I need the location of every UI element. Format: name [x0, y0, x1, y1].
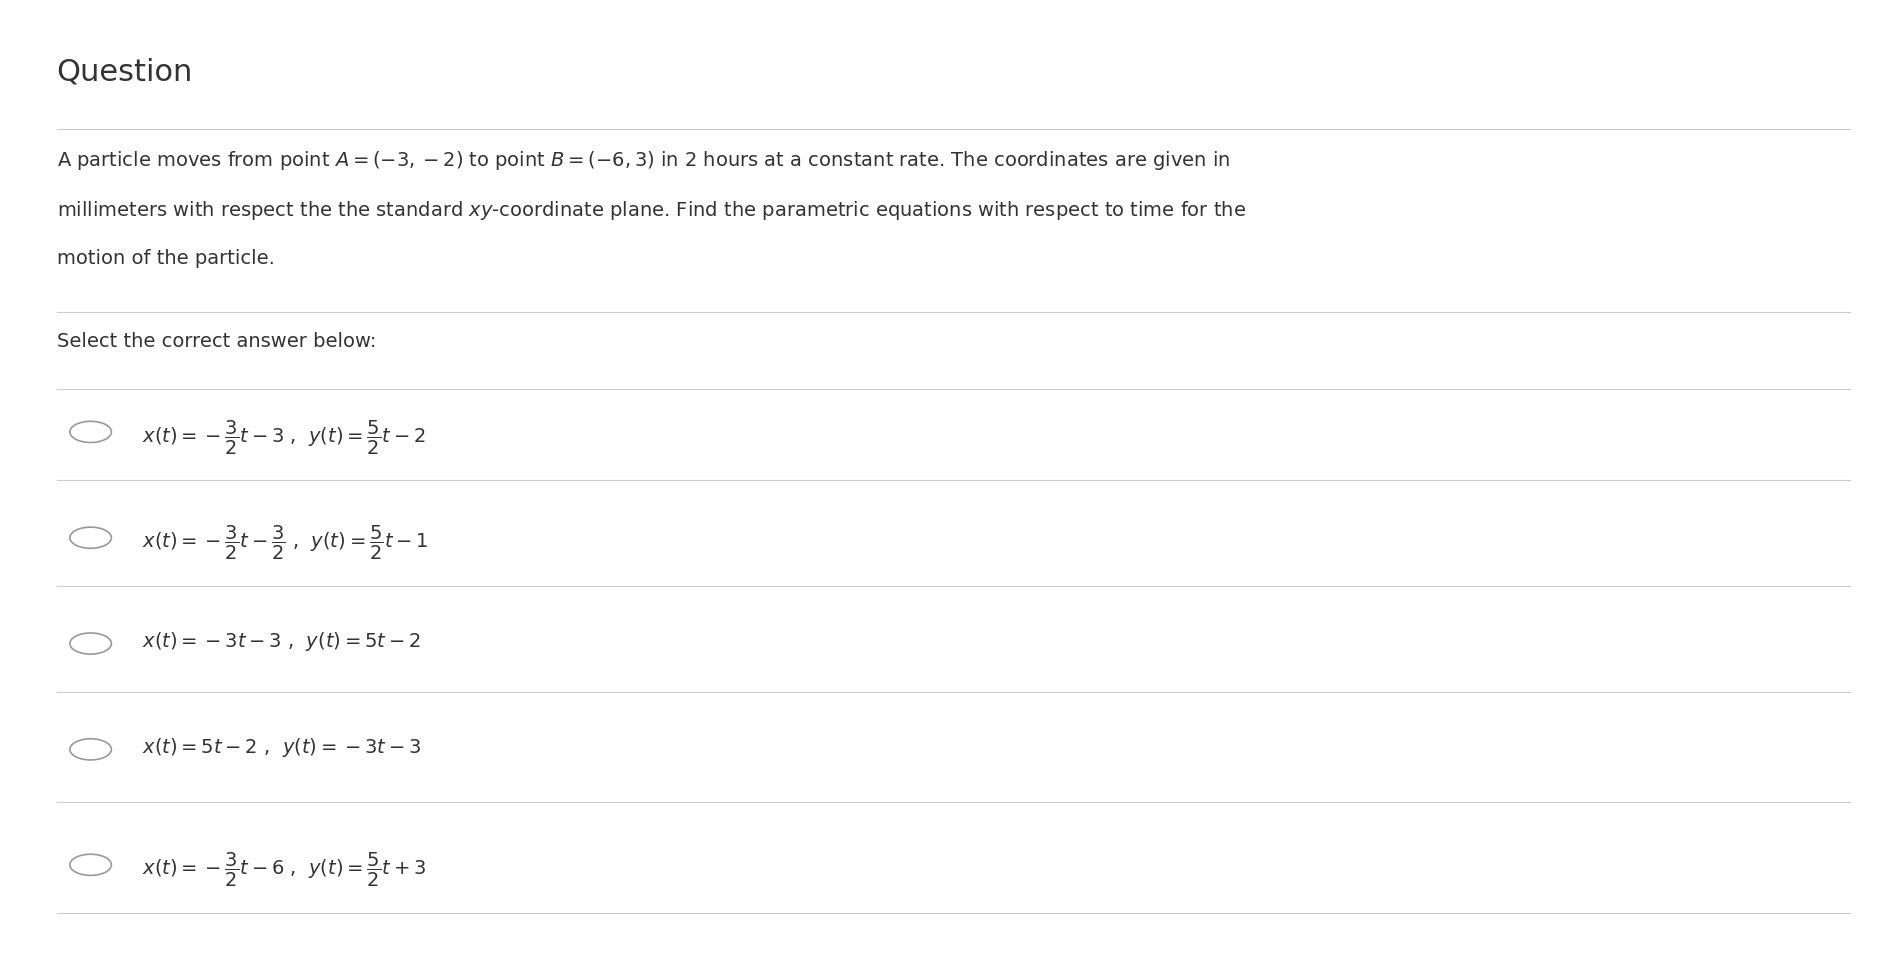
Text: $x(t) = -3t - 3$ ,  $y(t) = 5t - 2$: $x(t) = -3t - 3$ , $y(t) = 5t - 2$ — [142, 629, 421, 653]
Text: A particle moves from point $A = (-3, -2)$ to point $B = (-6, 3)$ in 2 hours at : A particle moves from point $A = (-3, -2… — [57, 149, 1229, 172]
Text: $x(t) = -\dfrac{3}{2}t - \dfrac{3}{2}$ ,  $y(t) = \dfrac{5}{2}t - 1$: $x(t) = -\dfrac{3}{2}t - \dfrac{3}{2}$ ,… — [142, 524, 429, 562]
Text: $x(t) = -\dfrac{3}{2}t - 3$ ,  $y(t) = \dfrac{5}{2}t - 2$: $x(t) = -\dfrac{3}{2}t - 3$ , $y(t) = \d… — [142, 418, 425, 456]
Text: $x(t) = 5t - 2$ ,  $y(t) = -3t - 3$: $x(t) = 5t - 2$ , $y(t) = -3t - 3$ — [142, 735, 421, 758]
Text: motion of the particle.: motion of the particle. — [57, 249, 274, 268]
Text: Question: Question — [57, 58, 193, 86]
Text: millimeters with respect the the standard $xy$-coordinate plane. Find the parame: millimeters with respect the the standar… — [57, 199, 1246, 222]
Text: $x(t) = -\dfrac{3}{2}t - 6$ ,  $y(t) = \dfrac{5}{2}t + 3$: $x(t) = -\dfrac{3}{2}t - 6$ , $y(t) = \d… — [142, 850, 425, 889]
Text: Select the correct answer below:: Select the correct answer below: — [57, 332, 376, 351]
